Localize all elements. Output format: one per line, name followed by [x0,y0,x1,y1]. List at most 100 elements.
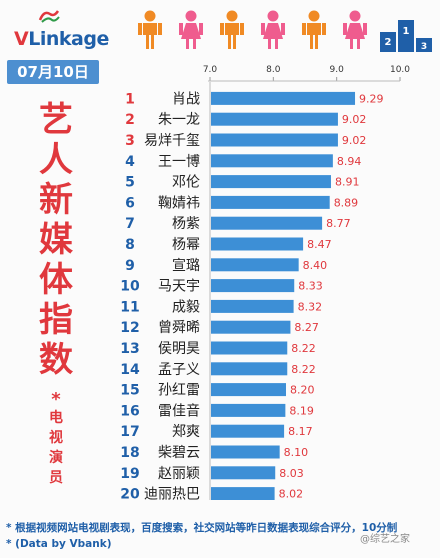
bar [211,383,286,397]
value-label: 8.02 [279,488,304,500]
name-label: 肖战 [172,91,200,107]
side-title-char: 体 [39,260,73,300]
rank-label: 3 [125,133,135,149]
bar [211,445,280,459]
x-tick-label: 8.0 [266,65,281,75]
side-title-char: 指 [39,300,73,340]
bar [211,487,275,500]
rank-label: 20 [120,487,140,500]
footer-note-method: * 根据视频网站电视剧表现，百度搜索，社交网站等昨日数据表现综合评分，10分制 [6,522,398,534]
rank-label: 10 [120,279,140,295]
rank-label: 9 [125,258,135,274]
rank-label: 12 [120,320,139,336]
footer-note-source: * (Data by Vbank) [6,538,112,550]
bar [211,216,323,230]
bar [211,341,288,355]
svg-text:2: 2 [385,37,392,48]
rank-label: 14 [120,362,140,378]
person-figure-icon [138,10,162,49]
side-subtitle-char: 视 [49,430,63,446]
person-figure-icon [302,10,326,49]
x-tick-label: 10.0 [390,65,410,75]
value-label: 8.33 [298,280,323,293]
vlinkage-logo: VLinkage [8,6,118,56]
logo-wordmark: VLinkage [14,28,109,50]
name-label: 侯明昊 [158,341,200,357]
person-figure-icon [261,10,285,49]
bar [211,258,299,272]
name-label: 宣璐 [172,258,200,274]
value-label: 8.91 [335,176,360,189]
rank-label: 6 [125,195,135,211]
people-figures-icon [138,10,367,49]
rank-label: 16 [120,403,139,419]
bar [211,362,288,376]
footer-notes: * 根据视频网站电视剧表现，百度搜索，社交网站等昨日数据表现综合评分，10分制 … [0,518,440,558]
value-label: 8.22 [291,342,316,355]
value-label: 9.02 [342,113,367,126]
x-tick-label: 9.0 [330,65,345,75]
bar-chart: 7.0 8.0 9.0 10.0 1 肖战 9.29 2 朱一龙 9.02 3 易烊千玺 9.02 4 王一… [120,65,410,500]
side-subtitle-star: * [51,389,61,410]
bar [211,299,294,313]
value-label: 8.22 [291,363,316,376]
podium-icon: 2 1 3 [380,20,432,52]
value-label: 8.40 [303,259,328,272]
bar [211,154,333,168]
value-label: 8.89 [334,196,359,209]
name-label: 邓伦 [172,175,200,191]
bar [211,279,295,293]
side-subtitle-char: 演 [49,450,63,466]
svg-text:1: 1 [403,26,410,37]
name-label: 柴碧云 [158,445,200,461]
logo-age: age [71,28,109,50]
name-label: 赵丽颖 [158,466,200,482]
rank-label: 5 [125,175,135,191]
value-label: 8.27 [294,321,319,334]
side-subtitle: * 电 视 演 员 [38,389,74,488]
bar [211,175,331,189]
side-subtitle-char: 员 [49,470,63,486]
side-title-char: 新 [39,180,73,220]
person-figure-icon [343,10,367,49]
rank-label: 2 [125,112,135,128]
value-label: 8.03 [279,467,304,480]
bar [211,237,304,251]
side-title-char: 媒 [39,220,73,260]
logo-link: Link [28,28,72,50]
bar [211,466,276,480]
value-label: 8.19 [289,404,314,417]
name-label: 孟子义 [158,362,200,378]
name-label: 孙红雷 [158,383,200,399]
value-label: 9.02 [342,134,367,147]
logo-swirl-icon [38,10,60,23]
bar [211,195,330,209]
bar [211,320,291,334]
rank-label: 17 [120,424,139,440]
rank-label: 15 [120,383,139,399]
value-label: 8.47 [307,238,332,251]
side-title-char: 数 [39,340,73,380]
bar [211,133,338,147]
name-label: 朱一龙 [158,112,200,128]
date-badge: 07月10日 [7,60,99,84]
bar [211,112,338,126]
x-tick-label: 7.0 [203,65,218,75]
rank-label: 11 [120,299,139,315]
name-label: 杨幂 [172,237,200,253]
logo-v: V [14,28,29,50]
side-title-char: 艺 [39,100,73,140]
value-label: 9.29 [359,92,384,105]
person-figure-icon [179,10,203,49]
value-label: 8.77 [326,217,351,230]
rank-label: 7 [125,216,135,232]
rank-label: 18 [120,445,139,461]
rank-label: 13 [120,341,139,357]
person-figure-icon [220,10,244,49]
svg-text:3: 3 [421,42,427,52]
name-label: 郑爽 [172,424,200,440]
value-label: 8.17 [288,425,313,438]
name-label: 马天宇 [158,279,200,295]
bar [211,91,356,105]
name-label: 曾舜晞 [158,320,200,336]
